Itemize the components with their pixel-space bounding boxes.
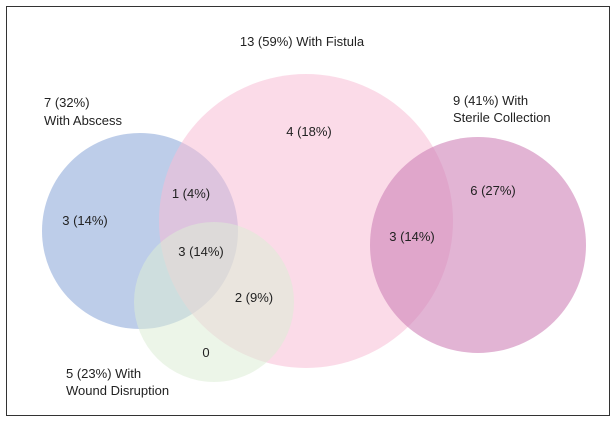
- sterile-collection-set-label: 9 (41%) With Sterile Collection: [453, 93, 551, 125]
- fistula-set-label: 13 (59%) With Fistula: [240, 34, 365, 49]
- abscess-set-label: 7 (32%) With Abscess: [44, 95, 123, 128]
- region-fistula-only: 4 (18%): [286, 124, 332, 139]
- region-sterile-only: 6 (27%): [470, 183, 516, 198]
- fistula-set-label-line-1: 13 (59%) With Fistula: [240, 34, 365, 49]
- abscess-set-label-line-1: 7 (32%): [44, 95, 90, 110]
- wound-disruption-set-label: 5 (23%) With Wound Disruption: [66, 366, 169, 398]
- abscess-set-label-line-2: With Abscess: [44, 113, 123, 128]
- wound-disruption-set-label-line-2: Wound Disruption: [66, 383, 169, 398]
- region-fistula-wound: 2 (9%): [235, 290, 273, 305]
- sterile-collection-set-label-line-1: 9 (41%) With: [453, 93, 528, 108]
- region-abscess-only: 3 (14%): [62, 213, 108, 228]
- sterile-collection-circle: [370, 137, 586, 353]
- wound-disruption-circle: [134, 222, 294, 382]
- wound-disruption-set-label-line-1: 5 (23%) With: [66, 366, 141, 381]
- sterile-collection-set-label-line-2: Sterile Collection: [453, 110, 551, 125]
- region-abscess-fistula-wound: 3 (14%): [178, 244, 224, 259]
- region-abscess-fistula: 1 (4%): [172, 186, 210, 201]
- region-fistula-sterile: 3 (14%): [389, 229, 435, 244]
- region-wound-only: 0: [202, 345, 209, 360]
